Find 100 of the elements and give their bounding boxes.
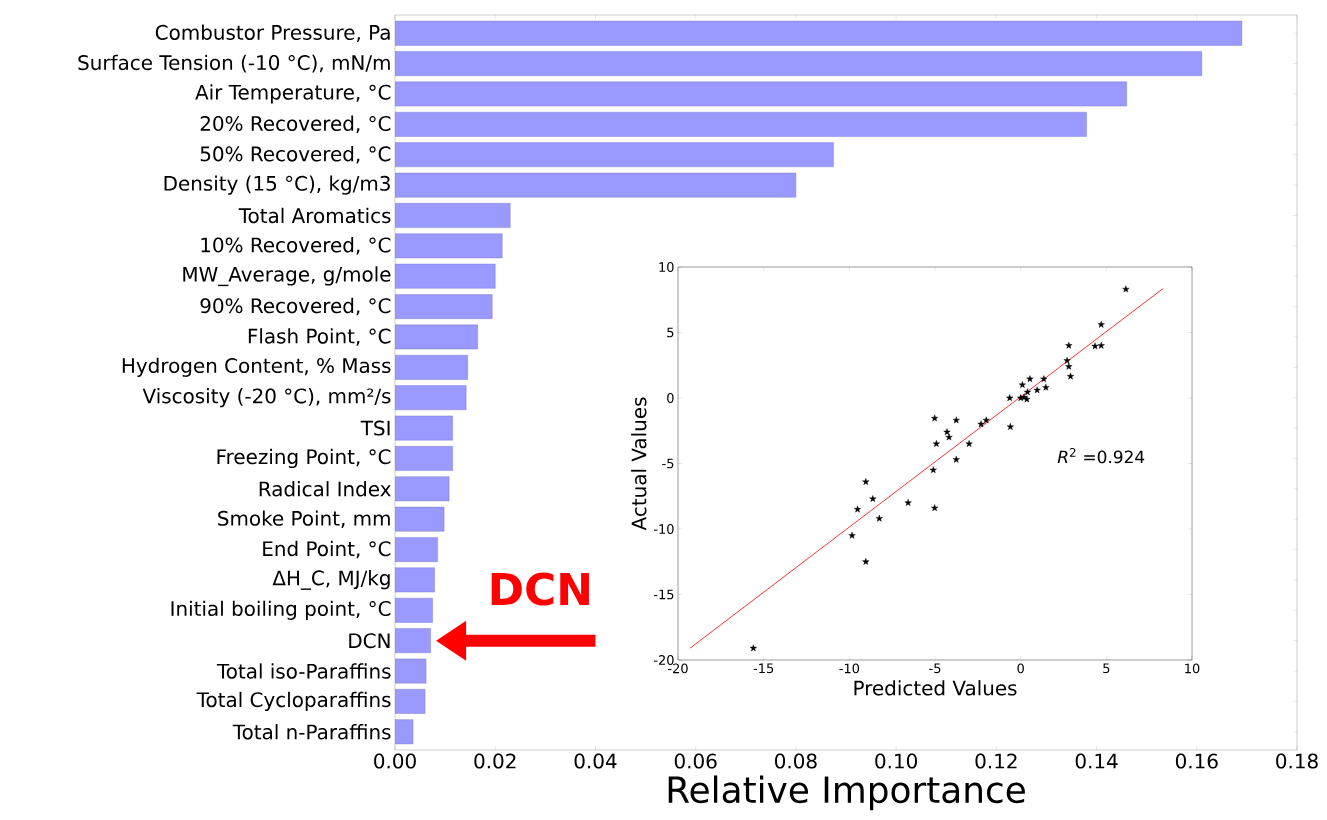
- x-tick-label: 10: [1185, 663, 1200, 674]
- bar: [395, 263, 496, 289]
- y-tick-label: 5: [667, 327, 674, 338]
- y-tick-label: 50% Recovered, °C: [200, 145, 391, 164]
- y-tick-label: Flash Point, °C: [248, 328, 391, 346]
- point: [952, 416, 960, 424]
- bar: [395, 567, 435, 593]
- point: [1097, 320, 1105, 328]
- y-tick-label: 10% Recovered, °C: [201, 237, 391, 255]
- point: [1065, 341, 1073, 349]
- point: [932, 440, 940, 447]
- x-tick-label: 0.10: [875, 753, 917, 769]
- point: [1042, 383, 1050, 391]
- x-tick-label: 0.04: [574, 753, 617, 769]
- y-tick-label: 90% Recovered, °C: [200, 297, 391, 316]
- y-tick-label: 10: [659, 262, 674, 272]
- x-axis-title: Relative Importance: [668, 775, 1025, 811]
- x-tick-label: 5: [1103, 663, 1110, 674]
- bar: [395, 294, 493, 319]
- x-tick-label: 0.06: [674, 753, 717, 769]
- x-tick-label: 0.00: [374, 753, 416, 769]
- point: [1097, 341, 1105, 349]
- y-tick-label: -5: [662, 458, 674, 469]
- point: [1006, 394, 1014, 402]
- x-tick-label: 0.02: [474, 753, 516, 769]
- bar: [395, 597, 433, 623]
- bar: [395, 51, 1202, 76]
- y-tick-label: Total Aromatics: [238, 207, 391, 224]
- bar: [395, 476, 450, 502]
- y-tick-label: MW_Average, g/mole: [183, 266, 391, 287]
- point: [1065, 362, 1073, 370]
- point: [1006, 423, 1014, 430]
- point: [965, 440, 973, 447]
- y-tick-label: Density (15 °C), kg/m3: [164, 175, 390, 195]
- bar: [395, 415, 453, 441]
- y-tick-label: ΔH_C, MJ/kg: [272, 570, 390, 590]
- y-tick-label: Air Temperature, °C: [195, 84, 391, 104]
- x-tick-label: 0.16: [1175, 753, 1218, 769]
- point: [862, 478, 870, 485]
- point: [1026, 375, 1034, 383]
- x-axis-title: Predicted Values: [854, 680, 1017, 696]
- point: [1024, 388, 1032, 396]
- y-tick-label: Hydrogen Content, % Mass: [122, 357, 391, 377]
- point: [1091, 342, 1099, 350]
- point: [1067, 372, 1075, 380]
- x-tick-label: 0.12: [975, 753, 1017, 769]
- bar: [395, 354, 468, 380]
- point: [1033, 386, 1041, 394]
- y-tick-label: Viscosity (-20 °C), mm²/s: [142, 388, 391, 408]
- bar: [395, 203, 511, 228]
- y-tick-label: Combustor Pressure, Pa: [155, 24, 390, 42]
- bar: [395, 172, 797, 198]
- x-tick-label: 0.18: [1276, 753, 1318, 769]
- bar: [395, 446, 453, 471]
- point: [945, 433, 953, 441]
- bar: [395, 20, 1243, 46]
- point: [1023, 395, 1031, 403]
- point: [904, 499, 912, 506]
- point: [749, 644, 757, 652]
- y-tick-label: 0: [667, 393, 674, 403]
- x-tick-label: 0: [1017, 663, 1024, 674]
- point: [1122, 285, 1130, 293]
- point: [931, 414, 939, 422]
- y-tick-label: Smoke Point, mm: [218, 510, 390, 528]
- point: [943, 428, 951, 436]
- annotation: DCN: [491, 572, 589, 606]
- x-tick-label: 0.08: [775, 753, 817, 769]
- point: [977, 420, 985, 428]
- point: [952, 455, 960, 463]
- bar: [395, 81, 1127, 107]
- y-axis-title: Actual Values: [631, 397, 647, 531]
- point: [982, 416, 990, 424]
- point: [862, 558, 870, 565]
- y-tick-label: Surface Tension (-10 °C), mN/m: [78, 54, 390, 73]
- bar: [395, 112, 1087, 137]
- bar: [395, 324, 478, 350]
- point: [1040, 375, 1048, 383]
- x-tick-label: -10: [839, 663, 860, 674]
- annotation: R$^{2}$ =0.924: [1057, 448, 1145, 464]
- bar: [395, 142, 834, 168]
- point: [1063, 356, 1071, 364]
- y-tick-label: -20: [653, 655, 674, 665]
- bar: [395, 628, 431, 654]
- x-tick-label: 0.14: [1075, 753, 1118, 769]
- bar: [395, 506, 445, 532]
- y-tick-label: Radical Index: [259, 481, 391, 497]
- point: [929, 466, 937, 474]
- y-tick-label: Total n-Paraffins: [232, 724, 391, 740]
- point: [1018, 381, 1026, 388]
- bar: [395, 233, 503, 259]
- y-tick-label: -15: [653, 589, 674, 600]
- x-tick-label: -15: [753, 663, 774, 674]
- bar: [395, 385, 467, 411]
- point: [854, 505, 862, 513]
- bar: [395, 537, 438, 562]
- y-tick-label: End Point, °C: [263, 540, 391, 559]
- point: [931, 504, 939, 512]
- y-tick-label: TSI: [360, 420, 390, 436]
- point: [875, 514, 883, 522]
- point: [848, 531, 856, 539]
